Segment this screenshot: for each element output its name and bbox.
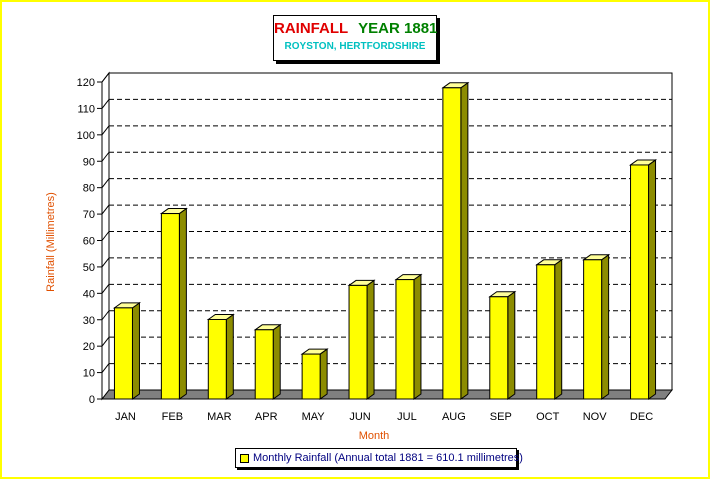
gridline-side: [101, 284, 110, 294]
chart-title-rainfall: RAINFALL: [274, 20, 349, 37]
bar-front: [536, 264, 556, 400]
x-axis-title: Month: [359, 430, 390, 442]
y-tick-label: 80: [83, 183, 95, 195]
y-tick-label: 90: [83, 156, 95, 168]
x-tick-label: NOV: [583, 411, 608, 423]
x-tick-label: MAR: [207, 411, 232, 423]
bar-mar: [206, 313, 235, 400]
bar-front: [254, 329, 274, 400]
y-tick-label: 50: [83, 262, 95, 274]
x-tick-label: SEP: [490, 411, 512, 423]
bar-side: [319, 348, 328, 400]
gridline-side: [101, 178, 110, 188]
legend-swatch: [240, 453, 249, 463]
bar-front: [160, 213, 180, 400]
bar-front: [395, 279, 415, 400]
y-tick-label: 70: [83, 209, 95, 221]
bar-front: [301, 353, 321, 400]
bar-jun: [347, 279, 376, 400]
gridline-side: [101, 204, 110, 215]
x-tick-label: AUG: [442, 411, 466, 423]
gridline-side: [101, 231, 110, 241]
bar-front: [348, 284, 368, 400]
bar-nov: [582, 253, 611, 400]
x-tick-label: OCT: [536, 411, 560, 423]
bar-side: [178, 207, 187, 400]
bar-apr: [253, 323, 282, 400]
bar-feb: [159, 207, 188, 400]
chart-title-year: YEAR 1881: [358, 20, 438, 37]
legend-entry: Monthly Rainfall (Annual total 1881 = 61…: [253, 452, 523, 464]
chart-title: RAINFALL YEAR 1881: [274, 20, 438, 37]
chart-subtitle: ROYSTON, HERTFORDSHIRE: [284, 41, 426, 52]
y-tick-label: 120: [77, 77, 95, 89]
bar-jan: [112, 301, 142, 400]
bar-dec: [628, 158, 658, 400]
bar-front: [489, 296, 509, 400]
bar-front: [113, 307, 133, 400]
bar-side: [413, 273, 422, 400]
x-tick-label: APR: [255, 411, 278, 423]
x-tick-label: JUN: [349, 411, 370, 423]
bar-side: [507, 290, 516, 400]
bar-side: [460, 81, 469, 400]
chart-title-box: RAINFALL YEAR 1881 ROYSTON, HERTFORDSHIRE: [273, 15, 437, 61]
gridline-side: [101, 72, 110, 83]
y-tick-label: 10: [83, 368, 95, 380]
y-tick-label: 40: [83, 288, 95, 300]
y-tick-label: 100: [77, 130, 95, 142]
bar-front: [630, 164, 650, 400]
x-tick-label: JAN: [115, 411, 136, 423]
x-tick-label: DEC: [630, 411, 653, 423]
bar-jul: [394, 273, 423, 400]
y-tick-label: 0: [89, 394, 95, 406]
bar-front: [442, 87, 462, 400]
x-tick-label: JUL: [397, 411, 417, 423]
bar-side: [648, 158, 657, 400]
bar-side: [131, 301, 140, 400]
bar-side: [601, 253, 610, 400]
x-tick-label: FEB: [162, 411, 183, 423]
bar-front: [207, 318, 227, 400]
gridline-side: [101, 363, 110, 373]
gridline-side: [101, 125, 110, 136]
bar-oct: [535, 258, 564, 400]
x-tick-label: MAY: [302, 411, 326, 423]
y-tick-label: 110: [77, 103, 95, 115]
y-axis-title: Rainfall (Millimetres): [45, 192, 57, 292]
y-tick-label: 30: [83, 315, 95, 327]
bar-may: [300, 348, 329, 400]
legend: Monthly Rainfall (Annual total 1881 = 61…: [235, 448, 523, 468]
bar-side: [272, 323, 281, 400]
bar-side: [225, 313, 234, 400]
bar-front: [583, 259, 603, 400]
gridline-side: [101, 99, 110, 109]
bar-side: [366, 279, 375, 400]
bar-sep: [488, 290, 517, 400]
gridline-side: [101, 257, 110, 268]
y-tick-label: 60: [83, 236, 95, 248]
gridline-side: [101, 336, 110, 347]
gridline-side: [101, 310, 110, 321]
y-tick-label: 20: [83, 341, 95, 353]
bar-side: [554, 258, 563, 400]
gridline-side: [101, 151, 110, 162]
bar-aug: [441, 81, 470, 400]
